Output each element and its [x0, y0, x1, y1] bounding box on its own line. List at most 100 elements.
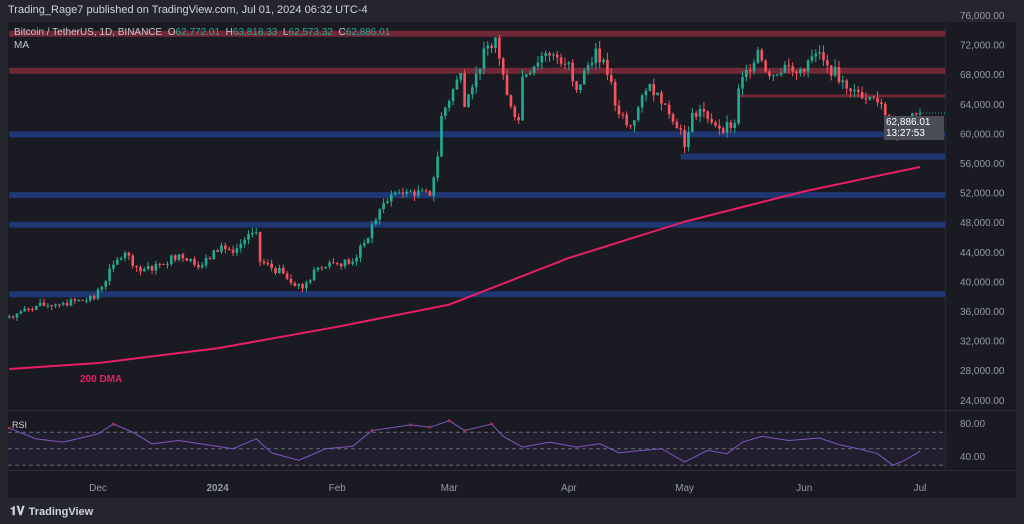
candle-body: [316, 267, 320, 270]
candle-body: [856, 90, 860, 93]
price-tick-label: 72,000.00: [960, 41, 1005, 52]
candle-body: [555, 54, 559, 58]
candle-body: [552, 54, 555, 56]
candle-body: [447, 101, 451, 108]
candle-body: [818, 52, 821, 54]
candle-body: [737, 88, 740, 124]
candle-body: [343, 259, 347, 267]
support-level: [9, 192, 945, 199]
candle-body: [61, 303, 65, 305]
candle-body: [189, 258, 192, 261]
candle-body: [482, 48, 486, 69]
candle-body: [436, 156, 439, 178]
candle-body: [374, 219, 378, 225]
low-label: L: [282, 27, 289, 38]
candle-body: [872, 96, 875, 98]
candle-body: [494, 37, 497, 48]
publisher-caption: Trading_Rage7 published on TradingView.c…: [8, 4, 368, 16]
close-value: 62,886.01: [345, 27, 391, 38]
candle-body: [822, 52, 825, 61]
resistance-level: [9, 67, 945, 74]
symbol-legend: Bitcoin / TetherUS, 1D, BINANCE O62,772.…: [14, 27, 390, 38]
candle-body: [81, 299, 84, 301]
price-tick-label: 40,000.00: [960, 277, 1005, 288]
candle-body: [725, 122, 729, 133]
ma-200-line: [9, 165, 921, 370]
candle-body: [675, 121, 679, 129]
candle-body: [305, 282, 308, 289]
price-tick-label: 68,000.00: [960, 70, 1005, 81]
candle-body: [262, 261, 266, 264]
high-label: H: [225, 27, 233, 38]
candle-body: [868, 96, 872, 100]
candle-body: [100, 286, 104, 290]
candle-body: [432, 177, 436, 196]
candle-body: [254, 232, 258, 234]
candle-body: [648, 84, 652, 91]
candle-body: [467, 94, 470, 108]
price-tick-label: 32,000.00: [960, 337, 1005, 348]
candle-body: [173, 255, 177, 260]
candle-body: [139, 267, 142, 272]
open-label: O: [167, 27, 176, 38]
last-price: 62,886.01: [886, 117, 931, 128]
candle-body: [718, 125, 721, 129]
tradingview-logo-icon: 𝟏𝐕: [10, 504, 25, 518]
candle-body: [197, 264, 200, 268]
price-axis-border: [945, 22, 946, 470]
candle-body: [235, 248, 239, 253]
candle-body: [474, 73, 478, 88]
candle-body: [613, 81, 617, 106]
candle-body: [328, 262, 331, 267]
candle-body: [444, 107, 447, 116]
candle-body: [308, 280, 312, 283]
candle-body: [231, 250, 235, 253]
candle-body: [88, 296, 92, 301]
candle-body: [864, 98, 868, 100]
price-tick-label: 28,000.00: [960, 366, 1005, 377]
candle-body: [185, 258, 189, 261]
candle-body: [7, 316, 11, 318]
candle-body: [663, 103, 667, 105]
rsi-overbought-mark: [370, 429, 374, 433]
candle-body: [34, 306, 38, 310]
candle-body: [170, 255, 173, 264]
candle-body: [876, 97, 879, 103]
candle-body: [270, 263, 273, 269]
candle-body: [355, 257, 358, 262]
candle-body: [131, 255, 135, 266]
candle-body: [108, 268, 111, 282]
candle-body: [779, 72, 783, 75]
time-tick-label: Dec: [89, 483, 107, 494]
candle-body: [393, 192, 397, 195]
candle-body: [58, 304, 61, 306]
rsi-overbought-mark: [490, 422, 494, 426]
candle-body: [382, 203, 385, 210]
candle-body: [768, 71, 771, 76]
price-tick-label: 76,000.00: [960, 11, 1005, 22]
candle-body: [826, 60, 829, 66]
candle-body: [200, 265, 204, 268]
candle-body: [143, 269, 146, 272]
candle-body: [224, 245, 227, 249]
candle-body: [127, 252, 131, 256]
ma-indicator-label[interactable]: MA: [14, 40, 29, 51]
candle-body: [23, 308, 26, 312]
candle-body: [829, 65, 833, 76]
candle-body: [11, 316, 15, 318]
candle-body: [297, 284, 300, 286]
candle-body: [193, 258, 196, 265]
candle-body: [278, 267, 281, 274]
candle-body: [96, 289, 100, 299]
candle-body: [366, 238, 370, 244]
candle-body: [351, 261, 355, 264]
candle-body: [540, 55, 544, 63]
candle-body: [575, 81, 578, 90]
candle-body: [883, 104, 887, 116]
tradingview-footer: 𝟏𝐕 TradingView: [10, 504, 93, 519]
resistance-level: [9, 30, 945, 37]
candle-body: [471, 87, 474, 95]
candle-body: [177, 254, 181, 260]
candle-body: [424, 190, 428, 192]
